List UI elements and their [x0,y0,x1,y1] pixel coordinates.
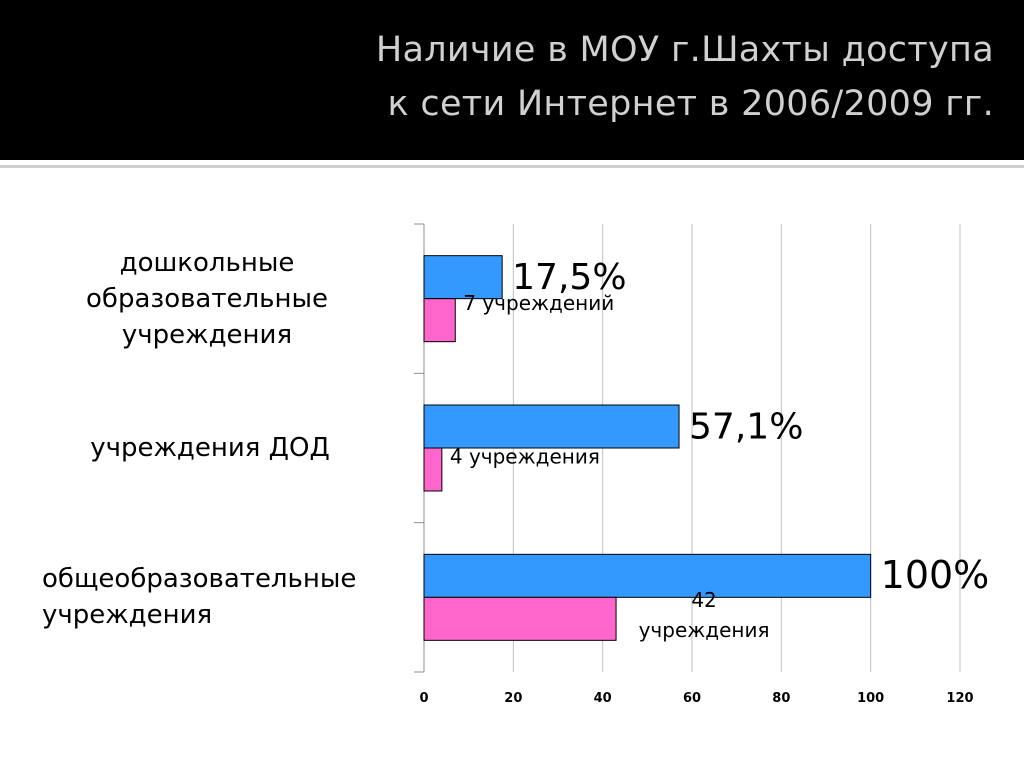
x-tick-label: 120 [946,691,973,706]
slide-title-line-1: Наличие в МОУ г.Шахты доступа [375,30,994,70]
bar-percent [423,255,503,300]
x-tick-label: 40 [594,691,612,706]
data-label-count: 7 учреждений [463,291,614,315]
x-tick-label: 0 [419,691,428,706]
category-label: общеобразовательные учреждения [42,561,402,633]
bar-percent [423,404,680,449]
category-label-line: дошкольные [119,247,295,278]
bar-count [423,596,617,641]
category-label-line: учреждения ДОД [90,433,330,463]
bar-percent [423,553,872,598]
category-label: дошкольные образовательные учреждения [57,245,357,353]
category-label-line: учреждения [42,600,213,631]
slide-title-line-2: к сети Интернет в 2006/2009 гг. [387,84,994,124]
data-label-percent: 100% [881,553,990,597]
data-label-percent: 17,5% [512,257,626,298]
x-tick-label: 100 [857,691,884,706]
data-label-count: учреждения [639,618,770,642]
category-label-line: общеобразовательные [42,564,357,595]
title-bar: Наличие в МОУ г.Шахты доступа к сети Инт… [0,0,1024,160]
x-tick-label: 20 [504,691,522,706]
bar-count [423,298,456,343]
data-label-count: 42 [691,588,716,612]
category-label: учреждения ДОД [25,430,395,466]
x-tick-label: 80 [772,691,790,706]
x-tick-label: 60 [683,691,701,706]
bar-count [423,447,443,492]
data-label-count: 4 учреждения [450,445,600,469]
category-label-line: образовательные [86,283,328,314]
title-divider [0,165,1024,168]
category-label-line: учреждения [121,319,293,350]
data-label-percent: 57,1% [689,407,803,448]
